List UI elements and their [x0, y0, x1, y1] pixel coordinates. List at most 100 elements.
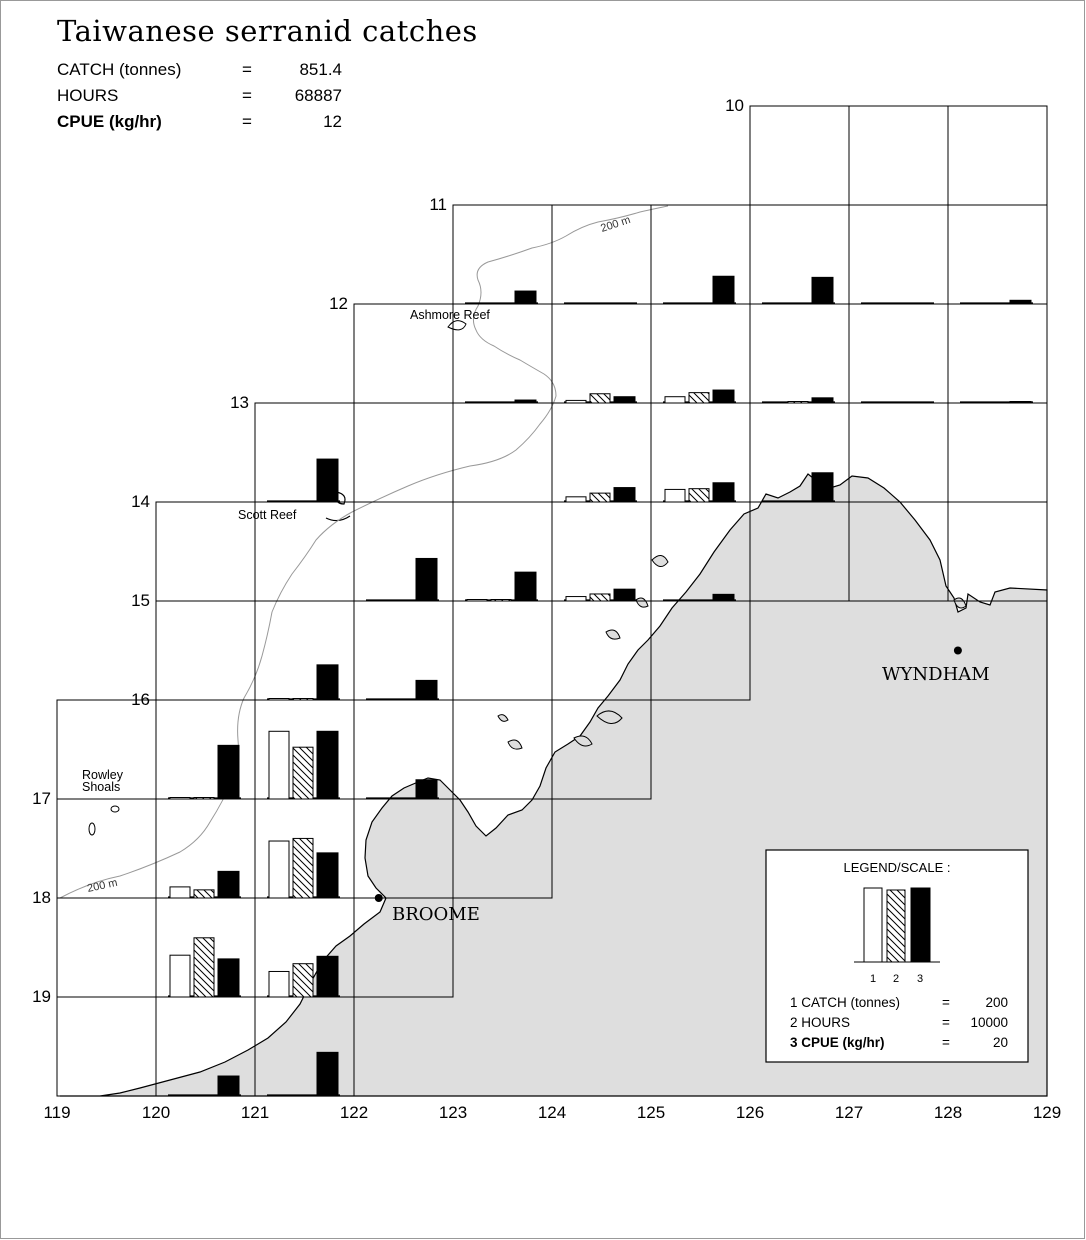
- legend-row-hours-label: 2 HOURS: [790, 1015, 850, 1030]
- bar-cpue: [415, 679, 438, 701]
- grid-cell: [650, 402, 751, 503]
- grid-cell: [947, 402, 1048, 503]
- bar-catch: [268, 840, 290, 899]
- scott-reef-label: Scott Reef: [238, 508, 297, 522]
- lat-tick-label: 10: [725, 96, 744, 115]
- legend-bar-hours: [886, 889, 906, 963]
- bar-cpue: [811, 397, 834, 404]
- legend-row-cpue-label: 3 CPUE (kg/hr): [790, 1035, 885, 1050]
- grid-cell: [650, 204, 751, 305]
- legend-bar-catch: [863, 887, 883, 963]
- grid-cell: [551, 501, 652, 602]
- depth-label-south: 200 m: [86, 877, 118, 895]
- bar-cpue: [514, 399, 537, 404]
- bar-cpue: [217, 870, 240, 899]
- bar-cpue: [316, 664, 339, 701]
- lon-tick-label: 119: [43, 1103, 70, 1122]
- bar-cpue: [316, 852, 339, 899]
- stat-catch-value: 851.4: [299, 60, 342, 79]
- wyndham-label: WYNDHAM: [882, 664, 990, 685]
- stat-hours-value: 68887: [294, 86, 342, 105]
- bar-catch: [268, 698, 290, 701]
- bar-catch: [169, 954, 191, 998]
- bar-cpue: [316, 1051, 339, 1097]
- grid-cell: [947, 501, 1048, 602]
- grid-cell: [848, 105, 949, 206]
- lat-tick-label: 16: [131, 690, 150, 709]
- bar-catch: [565, 496, 587, 503]
- bar-hours: [292, 746, 314, 800]
- grid-cell: [551, 699, 652, 800]
- grid-cell: [749, 303, 850, 404]
- grid-cell: [551, 402, 652, 503]
- lat-tick-label: 19: [32, 987, 51, 1006]
- legend-row-hours-value: 10000: [970, 1015, 1008, 1030]
- lat-tick-label: 12: [329, 294, 348, 313]
- stat-cpue-label: CPUE (kg/hr): [57, 112, 162, 131]
- bar-hours: [292, 698, 314, 701]
- grid-cell: [353, 402, 454, 503]
- ashmore-reef-shape: [447, 320, 467, 331]
- lon-tick-label: 126: [736, 1103, 764, 1122]
- grid-cell: [155, 798, 256, 899]
- legend-bar-cpue: [910, 887, 931, 963]
- bar-hours: [589, 492, 611, 503]
- lon-tick-label: 124: [538, 1103, 566, 1122]
- grid-cell: [452, 204, 553, 305]
- grid-cell: [353, 501, 454, 602]
- bar-hours: [292, 963, 314, 998]
- grid-cell: [155, 600, 256, 701]
- bar-cpue: [316, 730, 339, 800]
- lon-tick-label: 129: [1033, 1103, 1061, 1122]
- bar-catch: [664, 488, 686, 503]
- grid-cell: [749, 204, 850, 305]
- ashmore-reef-label: Ashmore Reef: [410, 308, 490, 322]
- lon-tick-label: 120: [142, 1103, 170, 1122]
- bar-cpue: [712, 275, 735, 305]
- grid-cell: [947, 105, 1048, 206]
- bar-hours: [589, 393, 611, 404]
- bar-cpue: [1009, 401, 1032, 404]
- grid-cell: [155, 699, 256, 800]
- rowley-shoals-shape-2: [110, 805, 120, 813]
- bar-hours: [589, 593, 611, 602]
- town-markers: [374, 646, 962, 902]
- bar-catch: [664, 396, 686, 404]
- bar-cpue: [613, 396, 636, 404]
- lat-tick-label: 13: [230, 393, 249, 412]
- grid-cell: [56, 897, 157, 998]
- lon-tick-label: 122: [340, 1103, 368, 1122]
- bar-cpue: [415, 779, 438, 800]
- bar-hours: [688, 392, 710, 404]
- grid-cell: [947, 303, 1048, 404]
- bar-hours: [688, 488, 710, 503]
- bar-hours: [193, 797, 215, 800]
- bar-catch: [565, 596, 587, 602]
- grid-cell: [551, 204, 652, 305]
- town-dot: [953, 646, 962, 655]
- grid-cell: [650, 600, 751, 701]
- bar-cpue: [316, 458, 339, 503]
- bar-cpue: [514, 290, 537, 305]
- bar-hours: [490, 599, 512, 602]
- bar-cpue: [613, 588, 636, 602]
- stat-catch-label: CATCH (tonnes): [57, 60, 182, 79]
- bar-cpue: [217, 958, 240, 998]
- stat-cpue-value: 12: [323, 112, 342, 131]
- grid-cell: [353, 600, 454, 701]
- bar-cpue: [712, 389, 735, 404]
- stat-hours-label: HOURS: [57, 86, 119, 105]
- lat-tick-label: 17: [32, 789, 51, 808]
- legend-num-3: 3: [917, 973, 923, 985]
- lon-tick-label: 125: [637, 1103, 665, 1122]
- grid-cell: [650, 303, 751, 404]
- grid-cell: [254, 402, 355, 503]
- map-title: Taiwanese serranid catches: [57, 14, 478, 48]
- bar-cpue: [1009, 299, 1032, 305]
- lat-tick-label: 15: [131, 591, 150, 610]
- town-dot: [374, 894, 383, 902]
- stat-catch-eq: =: [242, 60, 252, 79]
